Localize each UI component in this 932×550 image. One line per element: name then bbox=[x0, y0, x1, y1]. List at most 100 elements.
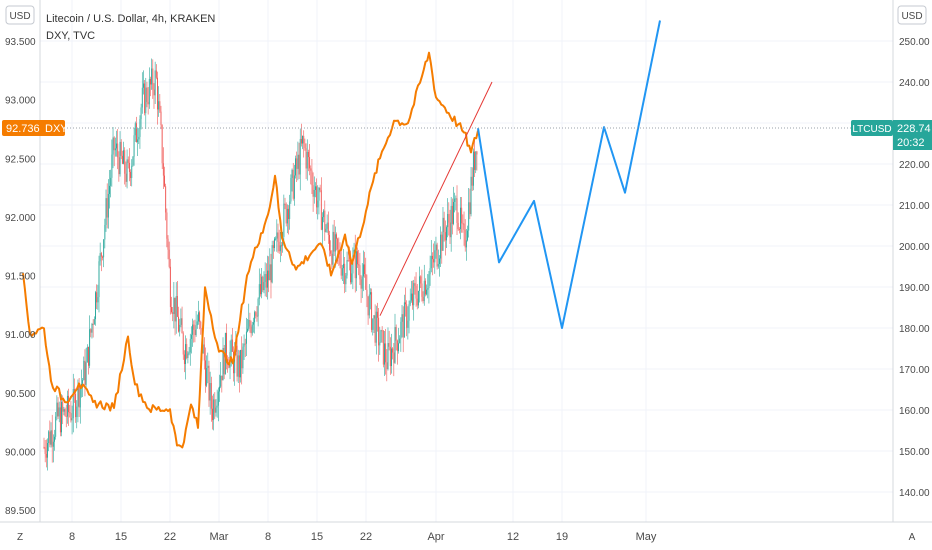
trendline-segment[interactable] bbox=[379, 81, 493, 316]
right-currency-label: USD bbox=[901, 11, 922, 22]
candle-body bbox=[317, 200, 319, 208]
candle-body bbox=[63, 409, 65, 412]
candle-body bbox=[313, 189, 315, 197]
left-currency-button[interactable]: USD bbox=[5, 5, 35, 25]
candle-body bbox=[133, 135, 135, 157]
right-axis-ticks: 250.00240.00230.00220.00210.00200.00190.… bbox=[899, 37, 930, 499]
candle-body bbox=[252, 322, 254, 325]
candle-body bbox=[65, 415, 67, 417]
candle-body bbox=[327, 222, 329, 235]
candle-body bbox=[231, 339, 233, 352]
candle-body bbox=[274, 238, 275, 248]
candle-body bbox=[176, 296, 178, 317]
candle-body bbox=[336, 234, 337, 239]
candle-body bbox=[212, 408, 213, 421]
candle-body bbox=[99, 253, 101, 262]
candle-body bbox=[78, 383, 80, 408]
candle-body bbox=[400, 321, 402, 339]
candle-body bbox=[236, 345, 238, 377]
candle-body bbox=[434, 250, 436, 263]
trendline[interactable] bbox=[379, 81, 493, 316]
candle-body bbox=[270, 264, 272, 283]
candle-body bbox=[72, 389, 74, 419]
ltc-price-badge: LTCUSD 228.74 20:32 bbox=[851, 120, 932, 150]
candle-body bbox=[152, 68, 154, 90]
left-tick-label: 91.000 bbox=[5, 330, 36, 341]
candle-body bbox=[238, 355, 240, 378]
candle-body bbox=[288, 208, 289, 219]
candle-body bbox=[107, 193, 109, 218]
candle-body bbox=[143, 83, 144, 88]
candle-body bbox=[188, 352, 190, 354]
candle-body bbox=[199, 312, 201, 322]
candle-body bbox=[230, 339, 232, 353]
ltc-current-price: 228.74 bbox=[897, 123, 931, 135]
candle-body bbox=[286, 208, 288, 224]
candle-body bbox=[431, 255, 433, 260]
candle-body bbox=[289, 201, 291, 219]
candle-body bbox=[306, 151, 308, 169]
candle-body bbox=[153, 89, 155, 96]
bottom-tick-label: 8 bbox=[69, 531, 75, 543]
candle-body bbox=[449, 222, 451, 238]
projection-path[interactable] bbox=[477, 20, 661, 329]
candle-body bbox=[379, 342, 381, 346]
candle-body bbox=[279, 245, 281, 252]
candle-body bbox=[453, 201, 454, 224]
right-currency-button[interactable]: USD bbox=[897, 5, 927, 25]
candle-body bbox=[393, 352, 395, 363]
candle-body bbox=[388, 343, 390, 347]
candle-body bbox=[368, 294, 370, 316]
projection-line[interactable] bbox=[477, 20, 661, 329]
bottom-axis-ticks: 8 15 22 Mar 8 15 22 Apr 12 19 May bbox=[69, 531, 657, 543]
candle-body bbox=[208, 365, 210, 401]
candle-body bbox=[429, 268, 431, 275]
bottom-right-button[interactable]: A bbox=[909, 532, 916, 543]
right-tick-label: 150.00 bbox=[899, 447, 930, 458]
candle-body bbox=[447, 214, 449, 228]
bottom-left-button[interactable]: Z bbox=[17, 532, 23, 543]
candle-body bbox=[178, 316, 179, 332]
candle-body bbox=[70, 413, 72, 421]
candle-body bbox=[262, 276, 264, 291]
candle-body bbox=[362, 264, 364, 277]
candle-body bbox=[346, 260, 348, 276]
bottom-tick-label: 22 bbox=[360, 531, 372, 543]
candle-body bbox=[71, 418, 73, 421]
candle-body bbox=[299, 138, 301, 175]
candle-body bbox=[440, 234, 442, 259]
right-tick-label: 190.00 bbox=[899, 283, 930, 294]
candle-body bbox=[314, 186, 316, 190]
candle-body bbox=[54, 436, 55, 442]
candle-body bbox=[421, 283, 423, 297]
candle-body bbox=[305, 148, 307, 169]
legend-overlay-title[interactable]: DXY, TVC bbox=[46, 30, 95, 42]
candle-body bbox=[251, 324, 253, 334]
candle-body bbox=[417, 290, 419, 306]
candle-body bbox=[127, 159, 129, 163]
candle-body bbox=[131, 165, 133, 179]
candle-body bbox=[120, 141, 122, 156]
left-tick-label: 93.500 bbox=[5, 37, 36, 48]
candle-body bbox=[448, 214, 450, 223]
candle-body bbox=[406, 304, 408, 328]
left-tick-label: 90.000 bbox=[5, 447, 36, 458]
candle-body bbox=[138, 136, 140, 140]
candle-body bbox=[343, 263, 344, 269]
candle-body bbox=[369, 292, 371, 295]
candle-body bbox=[206, 367, 208, 386]
candle-body bbox=[326, 222, 328, 229]
candle-body bbox=[436, 244, 438, 267]
candle-body bbox=[260, 284, 261, 295]
candle-body bbox=[264, 274, 266, 283]
candle-body bbox=[43, 446, 45, 448]
candle-body bbox=[340, 264, 342, 276]
candle-body bbox=[325, 228, 327, 232]
candle-body bbox=[213, 399, 215, 421]
candle-body bbox=[123, 150, 125, 164]
candle-body bbox=[98, 261, 100, 298]
candle-body bbox=[62, 401, 64, 412]
legend-main-title[interactable]: Litecoin / U.S. Dollar, 4h, KRAKEN bbox=[46, 13, 215, 25]
candle-body bbox=[415, 285, 417, 299]
